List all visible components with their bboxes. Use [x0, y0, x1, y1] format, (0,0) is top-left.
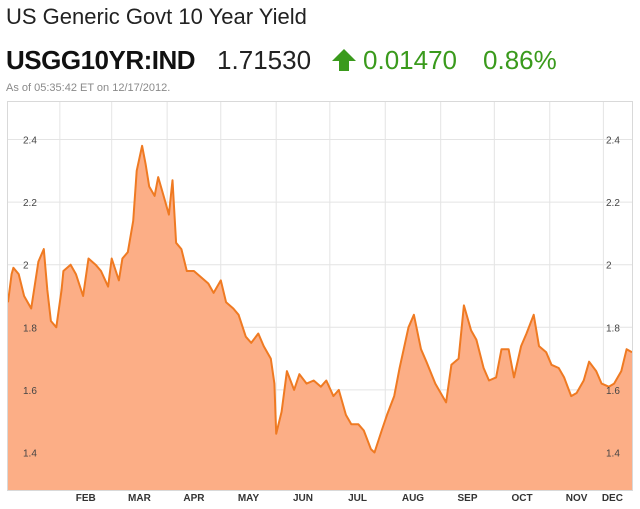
up-arrow-icon	[332, 49, 357, 71]
x-tick-label: MAR	[128, 493, 152, 504]
x-tick-label: SEP	[457, 493, 477, 504]
y-tick-label-left: 1.6	[23, 386, 37, 397]
y-tick-label-left: 2	[23, 261, 29, 272]
timestamp: As of 05:35:42 ET on 12/17/2012.	[6, 82, 171, 94]
ticker-symbol: USGG10YR:IND	[6, 44, 196, 75]
y-tick-label-right: 1.4	[606, 448, 620, 459]
yield-area	[8, 145, 632, 491]
y-tick-label-left: 1.4	[23, 448, 37, 459]
x-tick-label: AUG	[402, 493, 424, 504]
x-tick-label: JUN	[293, 493, 313, 504]
x-tick-label: DEC	[602, 493, 623, 504]
percent-change: 0.86%	[483, 44, 557, 75]
y-tick-label-right: 2.4	[606, 136, 620, 147]
chart-frame	[7, 101, 633, 491]
yield-chart: 1.4 1.6 1.8 2 2.2 2.4 1.4 1.6 1.8 2 2.2 2.4 FEB MAR…	[7, 101, 633, 504]
x-tick-label: FEB	[76, 493, 96, 504]
change-group: 0.01470	[331, 45, 457, 76]
price-value: 1.71530	[217, 44, 312, 75]
yield-line	[7, 144, 633, 454]
y-axis-left: 1.4 1.6 1.8 2 2.2 2.4	[23, 136, 37, 460]
page-title: US Generic Govt 10 Year Yield	[6, 4, 307, 29]
y-tick-label-right: 2	[606, 261, 612, 272]
x-tick-label: MAY	[238, 493, 260, 504]
y-tick-label-left: 2.4	[23, 136, 37, 147]
x-tick-label: OCT	[511, 493, 532, 504]
change-value: 0.01470	[363, 44, 458, 75]
y-tick-label-right: 1.8	[606, 323, 620, 334]
x-axis: FEB MAR APR MAY JUN JUL AUG SEP OCT NOV DEC	[76, 493, 623, 504]
y-tick-label-left: 2.2	[23, 198, 37, 209]
x-tick-label: APR	[183, 493, 205, 504]
y-tick-label-left: 1.8	[23, 323, 37, 334]
x-tick-label: JUL	[348, 493, 367, 504]
y-tick-label-right: 1.6	[606, 386, 620, 397]
up-arrow-shape	[332, 49, 357, 71]
quote-row: USGG10YR:IND 1.71530 0.01470 0.86%	[6, 42, 557, 78]
x-tick-label: NOV	[566, 493, 588, 504]
y-axis-right: 1.4 1.6 1.8 2 2.2 2.4	[606, 136, 620, 460]
y-tick-label-right: 2.2	[606, 198, 620, 209]
